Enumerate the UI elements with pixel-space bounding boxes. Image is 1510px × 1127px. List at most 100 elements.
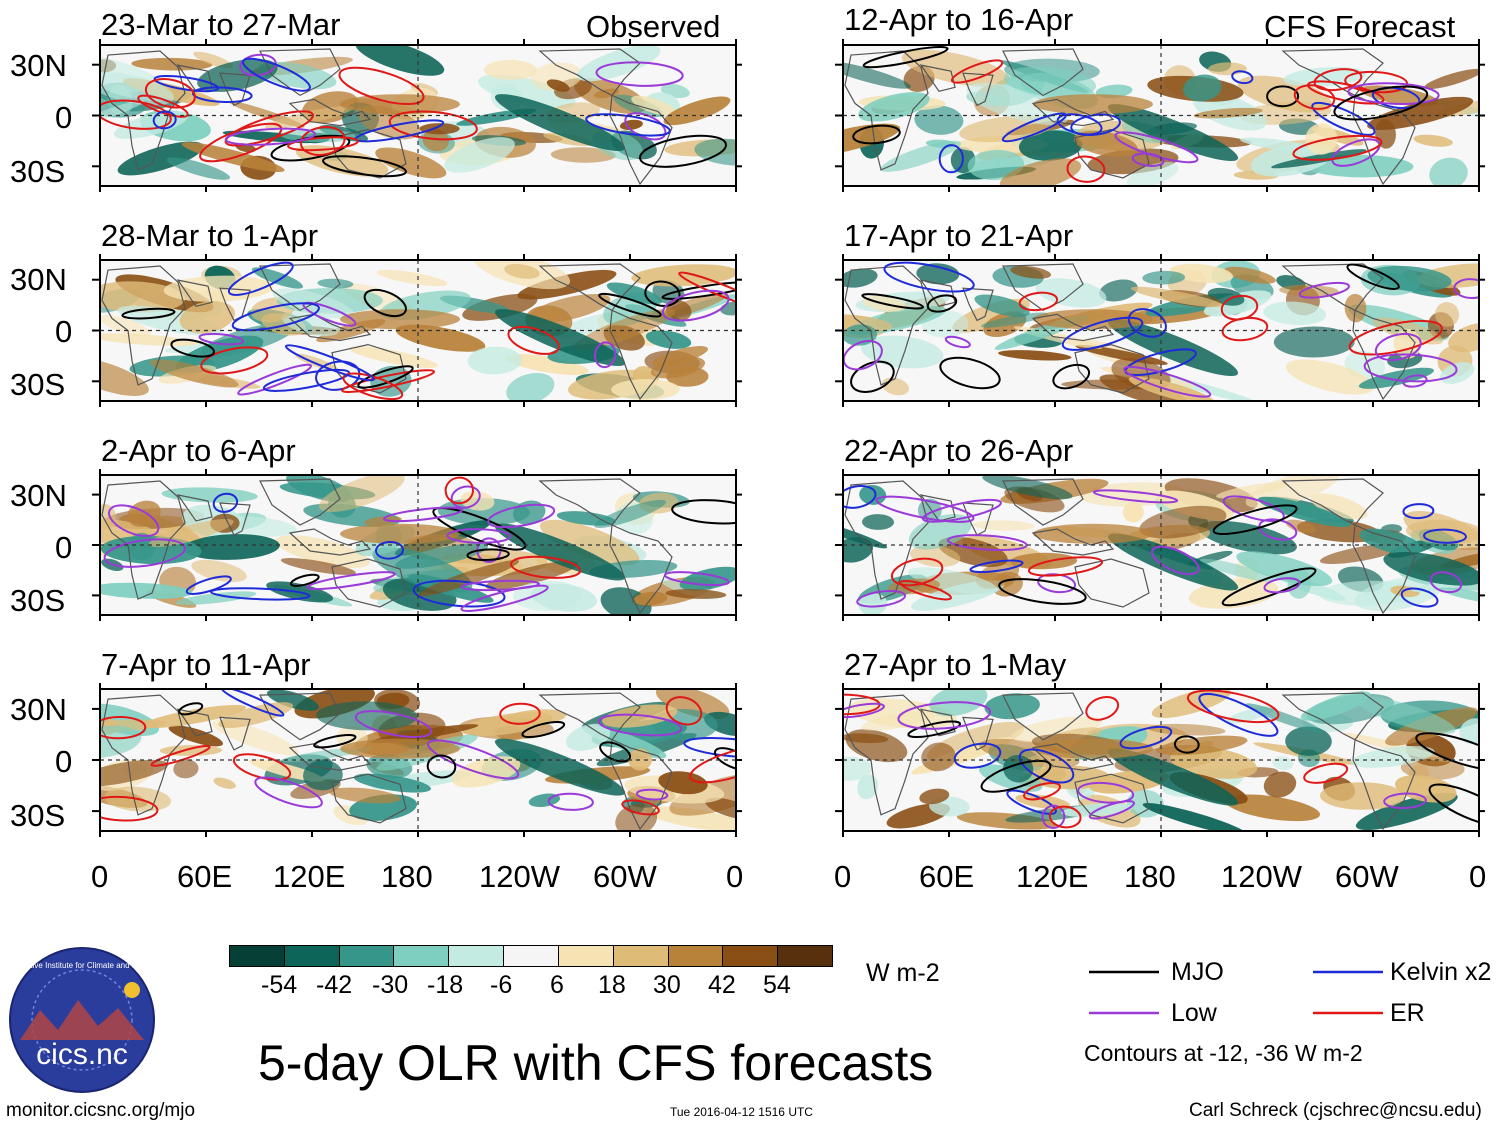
logo-ring-text: Cooperative Institute for Climate and Sa… <box>0 961 164 970</box>
filtered-contour <box>1303 762 1349 784</box>
filtered-contour <box>1018 291 1059 312</box>
olr-anomaly <box>1033 738 1153 759</box>
olr-anomaly <box>349 346 438 369</box>
olr-anomaly <box>513 580 582 612</box>
filtered-contour <box>460 579 540 592</box>
colorbar-label: -6 <box>490 971 513 999</box>
olr-anomaly <box>100 314 151 337</box>
filtered-contour <box>1088 800 1135 820</box>
olr-anomaly <box>572 308 676 351</box>
olr-anomaly <box>999 158 1082 186</box>
panel-title-obs-1: 23-Mar to 27-Mar <box>101 7 341 42</box>
olr-anomaly <box>1413 134 1453 147</box>
coastline <box>1031 743 1115 771</box>
lon-label: 120W <box>479 859 560 894</box>
filtered-contour <box>209 587 311 601</box>
map-panel-fcst-4 <box>835 683 1485 837</box>
olr-anomaly <box>117 141 204 176</box>
olr-anomaly <box>197 58 278 92</box>
olr-anomaly <box>1198 520 1297 555</box>
olr-anomaly <box>467 346 522 375</box>
filtered-contour <box>1221 316 1269 342</box>
coastline <box>844 50 929 171</box>
olr-anomaly <box>1263 301 1327 326</box>
map-panel-obs-3 <box>92 469 742 621</box>
lon-label: 0 <box>726 859 744 894</box>
map-panel-fcst-2 <box>835 254 1485 407</box>
olr-anomaly <box>1285 726 1332 756</box>
website-link[interactable]: monitor.cicsnc.org/mjo <box>6 1100 196 1121</box>
panel-title-obs-4: 7-Apr to 11-Apr <box>101 647 311 682</box>
olr-anomaly <box>505 354 589 375</box>
olr-anomaly <box>655 689 730 720</box>
olr-anomaly <box>1429 157 1468 186</box>
olr-anomaly <box>1225 794 1321 822</box>
olr-anomaly <box>1285 519 1316 534</box>
filtered-contour <box>446 528 512 544</box>
lat-label-30s: 30S <box>10 367 66 402</box>
filtered-contour <box>287 136 359 152</box>
olr-anomaly <box>550 147 616 163</box>
filtered-contour <box>354 710 433 739</box>
olr-anomaly <box>318 475 405 512</box>
coastline <box>609 524 673 615</box>
lat-label-eq: 0 <box>55 314 73 349</box>
lat-label-30n: 30N <box>10 48 67 83</box>
olr-anomaly <box>566 723 611 751</box>
olr-anomaly <box>1300 691 1371 721</box>
filtered-contour <box>899 579 952 601</box>
filtered-contour <box>237 363 312 396</box>
filtered-contour <box>1127 308 1167 338</box>
olr-anomaly <box>395 324 486 352</box>
olr-anomaly <box>1193 107 1263 119</box>
olr-anomaly <box>280 558 356 575</box>
filtered-contour <box>170 338 216 358</box>
olr-anomaly <box>929 689 988 717</box>
olr-anomaly <box>1439 362 1475 384</box>
olr-anomaly <box>858 92 930 122</box>
coastline <box>1074 128 1150 179</box>
olr-anomaly <box>363 516 402 526</box>
colorbar-bin <box>668 946 724 966</box>
olr-anomaly <box>483 59 537 80</box>
filtered-contour <box>1402 374 1428 388</box>
filtered-contour <box>852 124 901 145</box>
coastline <box>176 494 251 536</box>
olr-anomaly <box>1142 270 1186 285</box>
filtered-contour <box>950 59 1004 84</box>
filtered-contour <box>875 495 975 523</box>
olr-anomaly <box>1010 552 1078 570</box>
olr-anomaly <box>317 278 354 289</box>
lat-label-30n: 30N <box>10 262 67 297</box>
lat-label-eq: 0 <box>55 530 73 565</box>
filtered-contour <box>585 113 671 137</box>
colorbar-label: 18 <box>598 971 626 999</box>
olr-anomaly <box>437 498 530 526</box>
colorbar-bin <box>284 946 340 966</box>
olr-anomaly <box>494 738 626 796</box>
olr-anomaly <box>1395 775 1457 803</box>
coastline <box>259 692 341 741</box>
olr-anomaly <box>303 760 343 791</box>
coastline <box>1002 692 1084 741</box>
olr-anomaly <box>100 100 145 125</box>
colorbar-label: 30 <box>653 971 681 999</box>
coastline <box>101 265 186 386</box>
filtered-contour <box>843 702 885 719</box>
filtered-contour <box>862 45 949 69</box>
lon-label: 180 <box>381 859 433 894</box>
filtered-contour <box>663 571 730 587</box>
coastline <box>101 480 186 600</box>
olr-anomaly <box>910 545 961 568</box>
filtered-contour <box>227 261 294 296</box>
olr-anomaly <box>998 350 1072 361</box>
filtered-contour <box>953 742 1002 769</box>
olr-anomaly <box>1459 718 1479 745</box>
coastline <box>609 309 673 401</box>
filtered-contour <box>100 99 172 130</box>
observed-label: Observed <box>586 9 721 44</box>
olr-anomaly <box>100 281 185 313</box>
panel-title-obs-2: 28-Mar to 1-Apr <box>101 218 319 253</box>
olr-anomaly <box>984 693 1040 720</box>
